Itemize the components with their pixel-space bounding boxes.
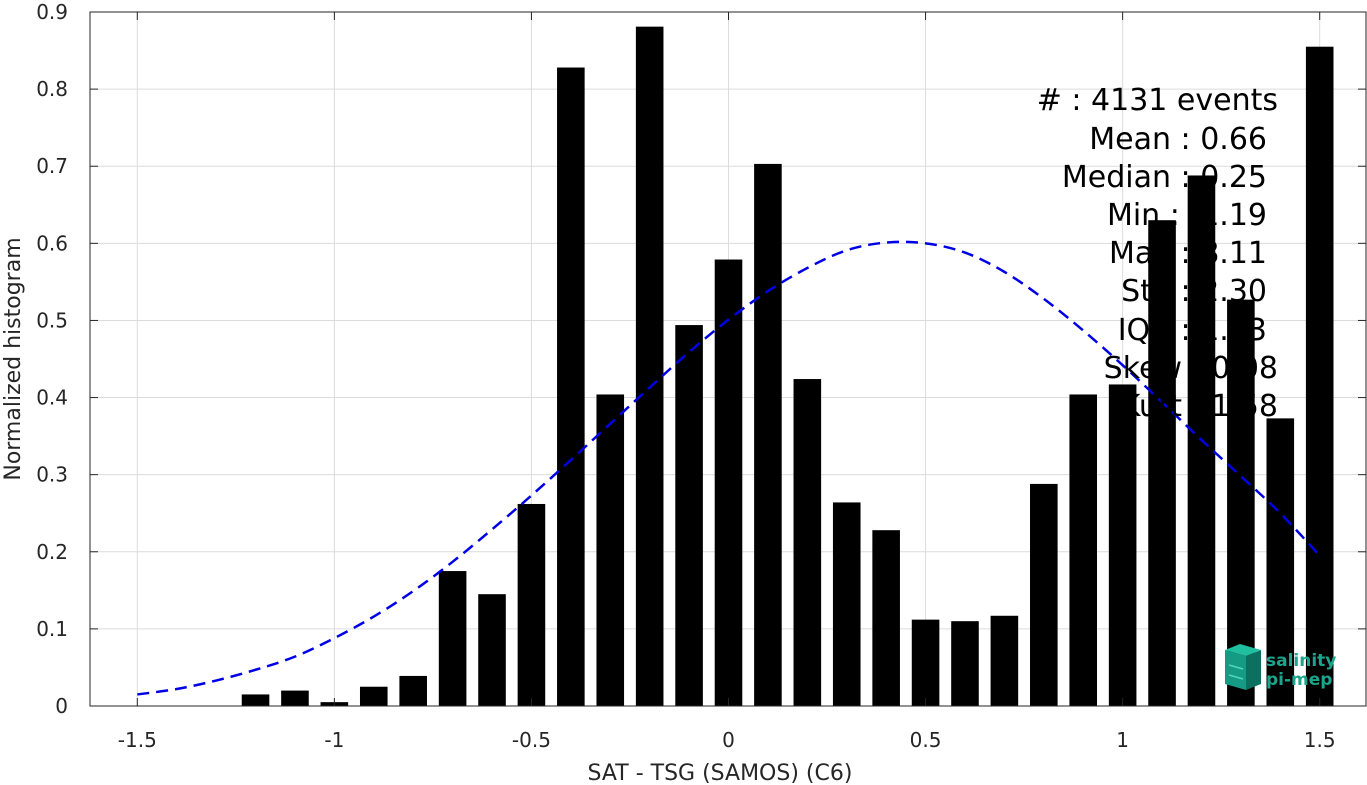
x-axis-label: SAT - TSG (SAMOS) (C6) bbox=[588, 761, 853, 785]
logo-line2: pi-mep bbox=[1266, 670, 1332, 690]
x-tick-label: -1 bbox=[324, 728, 344, 752]
stat-kurt: Kurt : 1.58 bbox=[1121, 389, 1278, 424]
y-tick-label: 0 bbox=[55, 694, 68, 718]
y-tick-label: 0.2 bbox=[36, 540, 68, 564]
stat-std: Std : 2.30 bbox=[1121, 274, 1267, 309]
salinity-pimep-logo: salinity pi-mep bbox=[1225, 644, 1336, 690]
histogram-bar bbox=[1305, 46, 1334, 706]
histogram-bar bbox=[832, 502, 861, 706]
logo-line1: salinity bbox=[1266, 651, 1336, 671]
histogram-bar bbox=[675, 325, 703, 706]
x-tick-label: 1 bbox=[1116, 728, 1129, 752]
histogram-bar bbox=[1069, 394, 1098, 706]
stat-max: Max : 8.11 bbox=[1109, 236, 1267, 271]
histogram-bar bbox=[596, 394, 625, 706]
histogram-bar bbox=[714, 259, 743, 706]
x-tick-label: -0.5 bbox=[512, 728, 551, 752]
y-tick-label: 0.1 bbox=[36, 617, 68, 641]
histogram-bar bbox=[754, 163, 782, 707]
x-tick-label: -1.5 bbox=[118, 728, 157, 752]
histogram-bar bbox=[1148, 220, 1176, 706]
x-tick-label: 1.5 bbox=[1304, 728, 1336, 752]
histogram-bar bbox=[438, 571, 467, 706]
tick-labels: -1.5 -1 -0.5 0 0.5 1 1.5 0 0.1 0.2 0.3 0.4 0.5 0.6 0.7… bbox=[36, 0, 1335, 752]
x-tick-label: 0.5 bbox=[910, 728, 942, 752]
logo-cube-icon bbox=[1225, 644, 1261, 690]
y-tick-label: 0.4 bbox=[36, 386, 68, 410]
stat-iqr: IQR : 1.53 bbox=[1118, 313, 1267, 348]
histogram-bar bbox=[1030, 483, 1058, 706]
histogram-bar bbox=[359, 686, 388, 706]
histogram-bar bbox=[990, 615, 1019, 706]
fit-curve bbox=[137, 240, 1321, 696]
histogram-bar bbox=[281, 690, 309, 706]
stat-median: Median : 0.25 bbox=[1062, 160, 1267, 195]
x-tick-label: 0 bbox=[722, 728, 735, 752]
histogram-bar bbox=[951, 621, 979, 706]
y-tick-label: 0.5 bbox=[36, 308, 68, 332]
axes bbox=[89, 11, 1367, 707]
y-tick-label: 0.9 bbox=[36, 0, 68, 24]
histogram-bar bbox=[1266, 418, 1295, 706]
y-tick-label: 0.6 bbox=[36, 231, 68, 255]
statistics-box: # : 4131 events Mean : 0.66 Median : 0.2… bbox=[1037, 83, 1278, 424]
stat-skew: Skew : 0.08 bbox=[1104, 351, 1278, 386]
histogram-bar bbox=[557, 67, 585, 706]
y-tick-label: 0.7 bbox=[36, 154, 68, 178]
stat-mean: Mean : 0.66 bbox=[1089, 122, 1267, 157]
y-tick-label: 0.8 bbox=[36, 77, 68, 101]
histogram-bar bbox=[1227, 299, 1255, 706]
bars-group bbox=[241, 26, 1334, 707]
histogram-bar bbox=[635, 26, 664, 706]
histogram-bar bbox=[1108, 384, 1137, 706]
histogram-bar bbox=[517, 503, 546, 706]
stat-min: Min : -1.19 bbox=[1107, 198, 1267, 233]
y-tick-label: 0.3 bbox=[36, 463, 68, 487]
histogram-bar bbox=[911, 619, 940, 706]
histogram-bar bbox=[872, 530, 900, 706]
histogram-bar bbox=[241, 694, 270, 706]
stat-events: # : 4131 events bbox=[1037, 83, 1278, 118]
histogram-bar bbox=[399, 675, 427, 706]
y-axis-label: Normalized histogram bbox=[1, 237, 26, 480]
histogram-bar bbox=[478, 594, 506, 706]
histogram-bar bbox=[793, 379, 822, 706]
